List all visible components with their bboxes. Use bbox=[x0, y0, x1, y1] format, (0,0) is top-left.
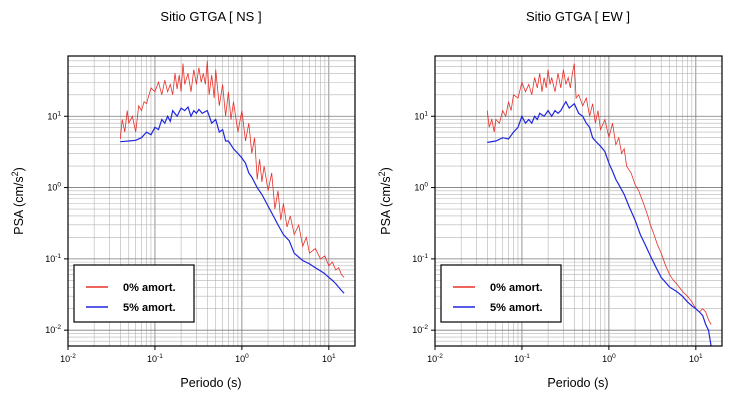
series-line-blue bbox=[120, 105, 345, 294]
y-tick-label: 100 bbox=[47, 182, 61, 193]
x-axis-label: Periodo (s) bbox=[547, 376, 608, 390]
x-tick-label: 101 bbox=[689, 353, 703, 364]
y-axis-label: PSA (cm/s2) bbox=[10, 167, 26, 235]
plot-frame bbox=[67, 55, 356, 347]
x-tick-label: 100 bbox=[235, 353, 249, 364]
legend-label: 5% amort. bbox=[490, 302, 543, 314]
legend-box bbox=[73, 264, 195, 323]
plot-frame bbox=[434, 55, 723, 347]
x-tick-label: 10-1 bbox=[514, 353, 530, 364]
series-line-blue bbox=[487, 100, 712, 347]
chart-panel-1: 10-2 10-1 100 101 10-2 10-1 100 101 Sitio GTGA [… bbox=[10, 9, 356, 390]
chart-title: Sitio GTGA [ NS ] bbox=[160, 9, 261, 24]
chart-panel-2: 10-2 10-1 100 101 10-2 10-1 100 101 Sitio GTGA [… bbox=[377, 9, 723, 390]
chart-title: Sitio GTGA [ EW ] bbox=[526, 9, 630, 24]
x-tick-label: 10-1 bbox=[147, 353, 163, 364]
series-line-red bbox=[486, 63, 712, 325]
legend: 0% amort. 5% amort. bbox=[73, 264, 195, 323]
x-tick-label: 100 bbox=[602, 353, 616, 364]
x-tick-label: 10-2 bbox=[427, 353, 443, 364]
y-axis-label: PSA (cm/s2) bbox=[377, 167, 393, 235]
y-tick-label: 10-1 bbox=[45, 253, 61, 264]
y-tick-label: 10-2 bbox=[45, 324, 61, 335]
x-axis-label: Periodo (s) bbox=[180, 376, 241, 390]
legend-label: 0% amort. bbox=[123, 282, 176, 294]
y-tick-label: 10-1 bbox=[412, 253, 428, 264]
legend-box bbox=[440, 264, 562, 323]
legend: 0% amort. 5% amort. bbox=[440, 264, 562, 323]
series-line-red bbox=[119, 60, 345, 278]
legend-label: 0% amort. bbox=[490, 282, 543, 294]
legend-label: 5% amort. bbox=[123, 302, 176, 314]
x-tick-label: 101 bbox=[322, 353, 336, 364]
grid bbox=[67, 55, 356, 347]
y-tick-label: 101 bbox=[414, 110, 428, 121]
grid bbox=[434, 55, 723, 347]
y-tick-label: 100 bbox=[414, 182, 428, 193]
x-tick-label: 10-2 bbox=[60, 353, 76, 364]
y-tick-label: 10-2 bbox=[412, 324, 428, 335]
y-tick-label: 101 bbox=[47, 110, 61, 121]
